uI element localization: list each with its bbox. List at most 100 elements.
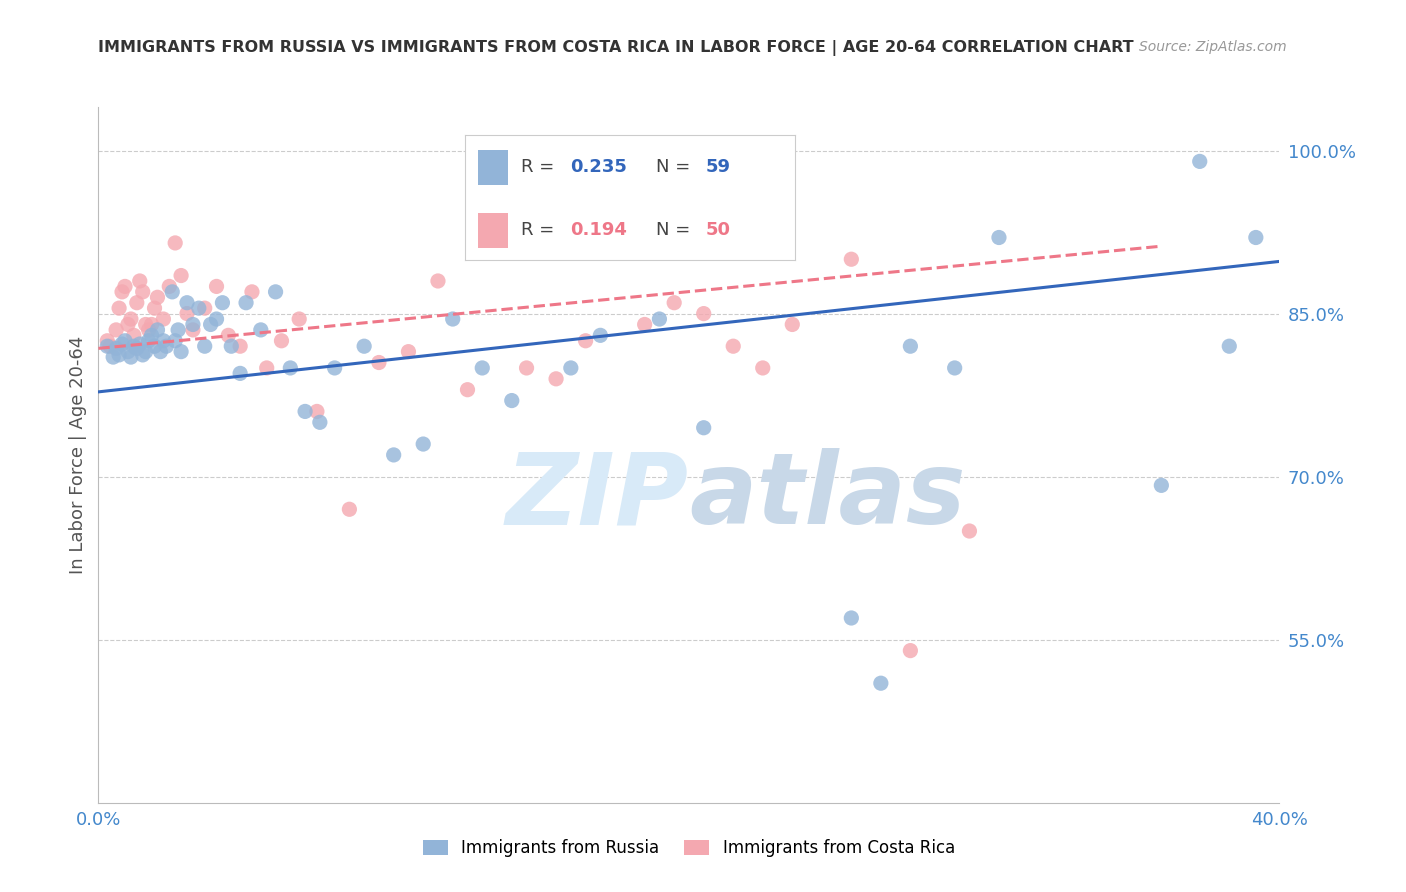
Text: Source: ZipAtlas.com: Source: ZipAtlas.com xyxy=(1139,40,1286,54)
Point xyxy=(398,344,420,359)
Point xyxy=(221,339,243,353)
Point xyxy=(339,502,361,516)
Point xyxy=(122,328,145,343)
Legend: Immigrants from Russia, Immigrants from Costa Rica: Immigrants from Russia, Immigrants from … xyxy=(416,833,962,864)
Point xyxy=(205,279,228,293)
Point xyxy=(194,301,217,315)
Point xyxy=(200,318,222,332)
Point xyxy=(114,279,136,293)
Point xyxy=(250,323,273,337)
Point xyxy=(146,323,169,337)
Point xyxy=(723,339,745,353)
Point xyxy=(103,350,125,364)
Point xyxy=(122,339,145,353)
Point xyxy=(165,235,187,250)
Point xyxy=(841,252,863,267)
Point xyxy=(138,323,160,337)
Point xyxy=(135,344,157,359)
Point xyxy=(516,360,538,375)
Point xyxy=(1188,154,1211,169)
Point xyxy=(693,307,716,321)
Point xyxy=(170,268,193,283)
Point xyxy=(217,328,239,343)
Text: ZIP: ZIP xyxy=(506,448,689,545)
Point xyxy=(141,328,163,343)
Point xyxy=(841,611,863,625)
Point xyxy=(125,342,148,356)
Point xyxy=(111,285,134,299)
Point xyxy=(575,334,598,348)
Point xyxy=(105,323,128,337)
Point xyxy=(323,360,346,375)
Point xyxy=(138,334,160,348)
Text: IMMIGRANTS FROM RUSSIA VS IMMIGRANTS FROM COSTA RICA IN LABOR FORCE | AGE 20-64 : IMMIGRANTS FROM RUSSIA VS IMMIGRANTS FRO… xyxy=(98,40,1135,56)
Point xyxy=(117,344,139,359)
Point xyxy=(270,334,292,348)
Point xyxy=(152,334,174,348)
Point xyxy=(120,350,142,364)
Point xyxy=(143,339,166,353)
Point xyxy=(155,339,177,353)
Point xyxy=(752,360,775,375)
Y-axis label: In Labor Force | Age 20-64: In Labor Force | Age 20-64 xyxy=(69,335,87,574)
Point xyxy=(98,339,121,353)
Point xyxy=(187,301,209,315)
Point xyxy=(605,241,627,255)
Point xyxy=(167,323,190,337)
Point xyxy=(125,295,148,310)
Point xyxy=(229,339,252,353)
Point xyxy=(181,323,204,337)
Point xyxy=(546,372,568,386)
Point xyxy=(162,285,183,299)
Point xyxy=(105,342,128,356)
Point xyxy=(900,643,922,657)
Point xyxy=(648,312,671,326)
Point xyxy=(664,295,686,310)
Point xyxy=(288,312,311,326)
Point xyxy=(305,404,328,418)
Point xyxy=(280,360,302,375)
Point xyxy=(135,318,157,332)
Point xyxy=(170,344,193,359)
Point xyxy=(114,334,136,348)
Point xyxy=(589,328,612,343)
Point xyxy=(471,360,494,375)
Point xyxy=(205,312,228,326)
Point xyxy=(108,348,131,362)
Point xyxy=(988,230,1011,244)
Point xyxy=(427,274,450,288)
Point xyxy=(211,295,233,310)
Point xyxy=(176,307,198,321)
Point xyxy=(441,312,464,326)
Point xyxy=(693,421,716,435)
Point xyxy=(368,355,391,369)
Point xyxy=(309,415,332,429)
Point xyxy=(560,360,582,375)
Point xyxy=(235,295,257,310)
Point xyxy=(111,337,134,351)
Point xyxy=(782,318,804,332)
Point xyxy=(264,285,287,299)
Point xyxy=(959,524,981,538)
Point xyxy=(143,301,166,315)
Point xyxy=(229,367,252,381)
Point xyxy=(141,318,163,332)
Point xyxy=(256,360,278,375)
Point xyxy=(870,676,893,690)
Point xyxy=(96,339,118,353)
Point xyxy=(181,318,204,332)
Point xyxy=(634,318,657,332)
Point xyxy=(194,339,217,353)
Point xyxy=(146,290,169,304)
Point xyxy=(412,437,434,451)
Point xyxy=(96,334,118,348)
Point xyxy=(1244,230,1267,244)
Point xyxy=(382,448,405,462)
Text: atlas: atlas xyxy=(689,448,966,545)
Point xyxy=(457,383,479,397)
Point xyxy=(157,279,180,293)
Point xyxy=(943,360,966,375)
Point xyxy=(132,285,155,299)
Point xyxy=(176,295,198,310)
Point xyxy=(149,344,172,359)
